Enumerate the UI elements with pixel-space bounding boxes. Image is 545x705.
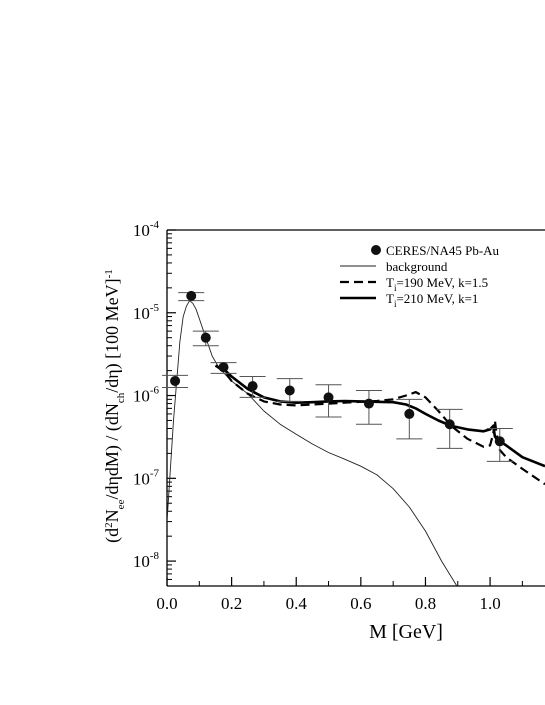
plot-frame bbox=[166, 229, 545, 587]
x-tick-label: 1.0 bbox=[479, 594, 500, 613]
x-tick-label: 0.6 bbox=[350, 594, 371, 613]
y-tick-label: 10-8 bbox=[133, 550, 160, 571]
x-tick-label: 0.4 bbox=[286, 594, 308, 613]
y-tick-labels: 10-8 10-7 10-6 10-5 10-4 bbox=[133, 219, 160, 571]
data-point bbox=[323, 392, 334, 403]
series-thin-line bbox=[167, 300, 458, 586]
curves bbox=[167, 300, 545, 586]
legend-label: Ti=210 MeV, k=1 bbox=[386, 291, 478, 309]
x-axis-label: M [GeV] bbox=[369, 621, 443, 643]
data-point bbox=[494, 436, 505, 447]
y-axis-label: (d2Nee/dηdM) / (dNch/dη) [100 MeV]-1 bbox=[102, 269, 127, 543]
data-point bbox=[247, 381, 258, 392]
data-point bbox=[363, 398, 374, 409]
y-tick-label: 10-6 bbox=[133, 385, 160, 406]
series-dashed-line bbox=[214, 364, 545, 486]
x-tick-label: 0.0 bbox=[156, 594, 177, 613]
data-point bbox=[186, 290, 197, 301]
markers bbox=[162, 290, 513, 462]
y-tick-label: 10-5 bbox=[133, 302, 160, 323]
data-point bbox=[218, 362, 229, 373]
legend-label: Ti=190 MeV, k=1.5 bbox=[386, 275, 488, 293]
x-tick-labels: 0.0 0.2 0.4 0.6 0.8 1.0 bbox=[156, 594, 500, 613]
data-point bbox=[200, 332, 211, 343]
series-solid-line bbox=[214, 364, 545, 468]
data-point bbox=[284, 385, 295, 396]
data-point bbox=[170, 375, 181, 386]
x-tick-label: 0.8 bbox=[415, 594, 436, 613]
y-tick-label: 10-7 bbox=[133, 467, 160, 488]
x-tick-label: 0.2 bbox=[221, 594, 242, 613]
y-tick-label: 10-4 bbox=[133, 219, 160, 240]
data-point bbox=[404, 408, 415, 419]
legend-label: background bbox=[386, 259, 448, 274]
data-point bbox=[444, 419, 455, 430]
legend-label: CERES/NA45 Pb-Au bbox=[386, 243, 500, 258]
legend-marker bbox=[371, 245, 381, 255]
